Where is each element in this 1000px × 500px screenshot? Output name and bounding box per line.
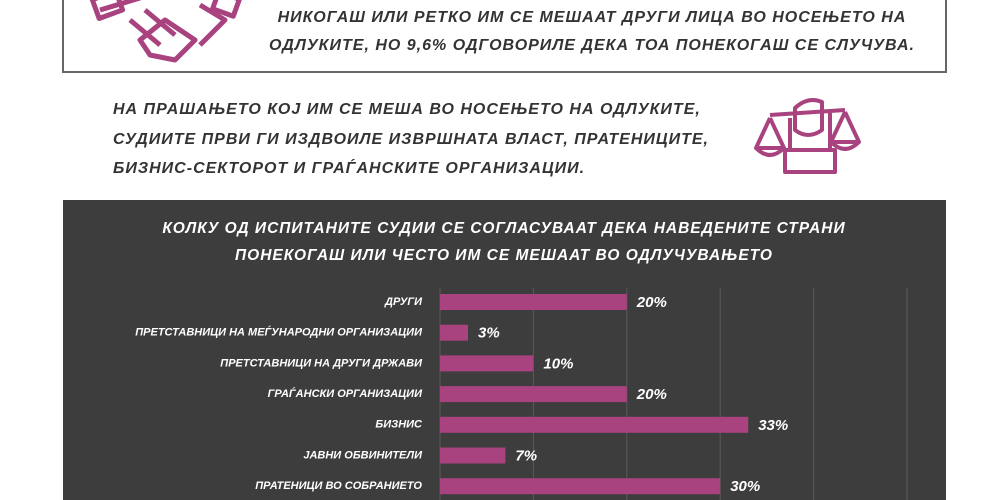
bar (440, 324, 469, 341)
value-label: 10% (543, 355, 573, 372)
intro-line: НА ПРАШАЊЕТО КОЈ ИМ СЕ МЕША ВО НОСЕЊЕТО … (113, 101, 701, 118)
value-label: 20% (636, 386, 667, 403)
value-label: 30% (730, 478, 760, 495)
intro-line: БИЗНИС-СЕКТОРОТ И ГРАЃАНСКИТЕ ОРГАНИЗАЦИ… (113, 158, 585, 177)
bar (440, 447, 506, 464)
category-label: ГРАЃАНСКИ ОРГАНИЗАЦИИ (268, 387, 423, 400)
chart-title: ПОНЕКОГАШ ИЛИ ЧЕСТО ИМ СЕ МЕШААТ ВО ОДЛУ… (235, 247, 773, 264)
value-label: 7% (515, 447, 537, 464)
category-label: ЈАВНИ ОБВИНИТЕЛИ (303, 449, 423, 461)
category-label: ПРЕТСТАВНИЦИ НА ДРУГИ ДРЖАВИ (220, 357, 423, 369)
category-label: ПРЕТСТАВНИЦИ НА МЕЃУНАРОДНИ ОРГАНИЗАЦИИ (135, 326, 423, 339)
bar (440, 416, 749, 433)
header-line: ОДЛУКИТЕ, НО 9,6% ОДГОВОРИЛЕ ДЕКА ТОА ПО… (269, 37, 915, 54)
bar (440, 478, 721, 495)
category-label: ПРАТЕНИЦИ ВО СОБРАНИЕТО (255, 480, 422, 492)
category-label: ДРУГИ (384, 296, 423, 308)
handshake-icon (89, 0, 242, 63)
scales-icon (754, 98, 861, 174)
bar (440, 355, 534, 372)
header-line: НИКОГАШ ИЛИ РЕТКО ИМ СЕ МЕШААТ ДРУГИ ЛИЦ… (278, 9, 907, 26)
chart-title: КОЛКУ ОД ИСПИТАНИТЕ СУДИИ СЕ СОГЛАСУВААТ… (162, 220, 845, 237)
value-label: 20% (636, 294, 667, 311)
category-label: БИЗНИС (375, 419, 423, 431)
value-label: 33% (758, 417, 788, 434)
intro-line: СУДИИТЕ ПРВИ ГИ ИЗДВОИЛЕ ИЗВРШНАТА ВЛАСТ… (113, 131, 709, 148)
bar (440, 386, 627, 403)
bar (440, 294, 627, 310)
value-label: 3% (478, 325, 500, 342)
